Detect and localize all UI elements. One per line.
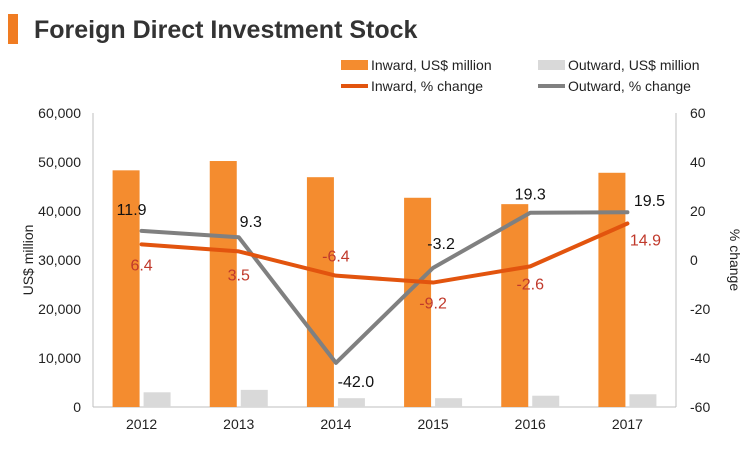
- outward-change-label: -3.2: [427, 236, 455, 253]
- outward-bar: [240, 389, 268, 407]
- outward-change-label: 11.9: [117, 202, 147, 219]
- y2-tick-label: -40: [690, 350, 710, 366]
- inward-bar: [404, 197, 432, 407]
- inward-bar: [501, 204, 529, 407]
- y2-tick-label: 0: [690, 252, 698, 268]
- title-accent-bar: [8, 14, 18, 44]
- y2-tick-label: 20: [690, 203, 706, 219]
- y2-tick-label: 40: [690, 154, 706, 170]
- y2-tick-label: -60: [690, 399, 710, 415]
- outward-bar: [629, 394, 657, 407]
- outward-bar: [435, 398, 463, 407]
- legend-label-inward-bar: Inward, US$ million: [371, 57, 492, 73]
- inward-bar: [112, 170, 140, 407]
- inward-change-label: -2.6: [516, 276, 544, 293]
- legend-label-outward-bar: Outward, US$ million: [568, 57, 700, 73]
- legend-label-outward-line: Outward, % change: [568, 78, 691, 94]
- inward-change-label: 14.9: [630, 232, 661, 249]
- y-tick-label: 10,000: [38, 350, 81, 366]
- y-axis-title: US$ million: [20, 225, 36, 296]
- inward-bar: [209, 161, 237, 407]
- x-tick-label: 2017: [612, 416, 643, 432]
- y-tick-label: 0: [73, 399, 81, 415]
- legend-swatch-outward-bar: [538, 60, 565, 70]
- chart-title: Foreign Direct Investment Stock: [34, 16, 418, 44]
- inward-bar: [598, 172, 626, 407]
- x-tick-label: 2016: [515, 416, 546, 432]
- y2-tick-label: -20: [690, 301, 710, 317]
- x-tick-label: 2012: [126, 416, 157, 432]
- legend-swatch-inward-bar: [341, 60, 368, 70]
- outward-bar: [337, 398, 365, 407]
- x-tick-label: 2013: [223, 416, 254, 432]
- inward-change-label: -6.4: [322, 249, 350, 266]
- outward-change-line: [139, 210, 630, 365]
- outward-bar: [143, 392, 171, 407]
- y-tick-label: 30,000: [38, 252, 81, 268]
- y2-axis-title: % change: [727, 229, 743, 291]
- inward-change-line: [139, 221, 630, 285]
- x-tick-label: 2014: [320, 416, 351, 432]
- outward-bar: [532, 395, 560, 407]
- inward-change-label: -9.2: [419, 296, 447, 313]
- outward-change-label: 19.3: [515, 187, 546, 204]
- outward-change-label: 9.3: [240, 214, 262, 231]
- y-tick-label: 20,000: [38, 301, 81, 317]
- legend-label-inward-line: Inward, % change: [371, 78, 483, 94]
- x-tick-label: 2015: [418, 416, 449, 432]
- inward-change-label: 6.4: [130, 257, 152, 274]
- inward-change-label: 3.5: [228, 267, 250, 284]
- y-tick-label: 40,000: [38, 203, 81, 219]
- y-tick-label: 50,000: [38, 154, 81, 170]
- outward-change-label: 19.5: [634, 193, 665, 210]
- y2-tick-label: 60: [690, 105, 706, 121]
- outward-change-label: -42.0: [338, 374, 375, 391]
- inward-bar: [306, 177, 334, 407]
- y-tick-label: 60,000: [38, 105, 81, 121]
